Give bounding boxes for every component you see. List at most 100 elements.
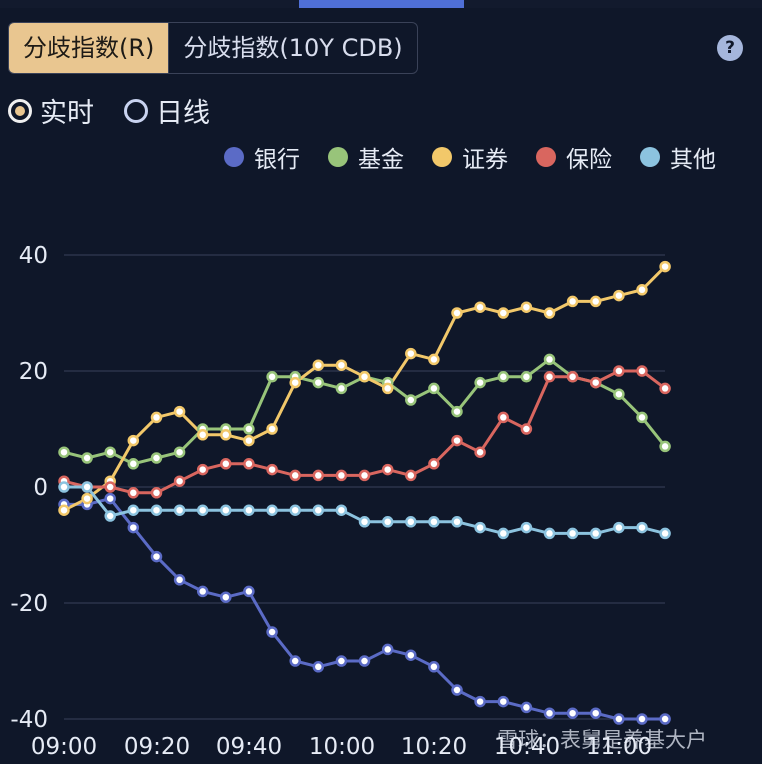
data-point-other[interactable] bbox=[566, 527, 579, 540]
data-point-securities[interactable] bbox=[405, 347, 417, 360]
data-point-securities[interactable] bbox=[150, 411, 163, 424]
data-point-other[interactable] bbox=[358, 516, 371, 528]
data-point-securities[interactable] bbox=[81, 492, 93, 505]
top-strip-active-indicator[interactable] bbox=[299, 0, 464, 8]
data-point-other[interactable] bbox=[127, 504, 140, 516]
data-point-insurance[interactable] bbox=[243, 458, 255, 470]
data-point-insurance[interactable] bbox=[289, 469, 301, 482]
data-point-bank[interactable] bbox=[312, 661, 325, 673]
data-point-bank[interactable] bbox=[543, 707, 556, 719]
data-point-other[interactable] bbox=[405, 516, 417, 528]
data-point-other[interactable] bbox=[104, 510, 116, 522]
data-point-other[interactable] bbox=[173, 504, 186, 516]
data-point-bank[interactable] bbox=[358, 655, 371, 667]
data-point-insurance[interactable] bbox=[659, 382, 671, 395]
data-point-other[interactable] bbox=[196, 504, 209, 516]
data-point-bank[interactable] bbox=[150, 550, 163, 563]
legend-item-insurance[interactable]: 保险 bbox=[536, 140, 612, 174]
data-point-fund[interactable] bbox=[520, 371, 533, 383]
data-point-insurance[interactable] bbox=[543, 371, 556, 383]
data-point-insurance[interactable] bbox=[566, 371, 579, 383]
data-point-other[interactable] bbox=[289, 504, 301, 516]
tab-divergence-index-r[interactable]: 分歧指数(R) bbox=[9, 23, 169, 73]
data-point-fund[interactable] bbox=[58, 446, 70, 458]
data-point-securities[interactable] bbox=[428, 353, 440, 366]
data-point-bank[interactable] bbox=[335, 655, 348, 667]
data-point-insurance[interactable] bbox=[312, 469, 325, 482]
data-point-other[interactable] bbox=[312, 504, 325, 516]
data-point-bank[interactable] bbox=[173, 574, 186, 586]
legend-item-bank[interactable]: 银行 bbox=[224, 140, 300, 174]
legend-item-fund[interactable]: 基金 bbox=[328, 140, 404, 174]
data-point-other[interactable] bbox=[428, 516, 440, 528]
data-point-securities[interactable] bbox=[497, 307, 510, 319]
data-point-fund[interactable] bbox=[243, 423, 255, 435]
data-point-securities[interactable] bbox=[589, 295, 602, 308]
data-point-securities[interactable] bbox=[173, 405, 186, 418]
data-point-insurance[interactable] bbox=[497, 411, 510, 424]
tab-divergence-index-10y-cdb[interactable]: 分歧指数(10Y CDB) bbox=[168, 23, 416, 73]
legend-item-other[interactable]: 其他 bbox=[640, 140, 716, 174]
data-point-fund[interactable] bbox=[659, 440, 671, 453]
data-point-insurance[interactable] bbox=[451, 434, 463, 447]
data-point-insurance[interactable] bbox=[636, 365, 648, 377]
data-point-insurance[interactable] bbox=[428, 458, 440, 470]
data-point-bank[interactable] bbox=[636, 713, 648, 725]
radio-daily[interactable]: 日线 bbox=[124, 91, 210, 130]
data-point-fund[interactable] bbox=[405, 394, 417, 406]
data-point-securities[interactable] bbox=[474, 301, 486, 313]
data-point-securities[interactable] bbox=[636, 284, 648, 296]
data-point-bank[interactable] bbox=[566, 707, 579, 719]
data-point-fund[interactable] bbox=[613, 388, 625, 400]
data-point-other[interactable] bbox=[81, 481, 93, 493]
data-point-insurance[interactable] bbox=[381, 463, 394, 476]
data-point-bank[interactable] bbox=[405, 649, 417, 661]
data-point-bank[interactable] bbox=[451, 684, 463, 696]
data-point-bank[interactable] bbox=[127, 521, 140, 534]
radio-realtime[interactable]: 实时 bbox=[8, 91, 94, 130]
data-point-bank[interactable] bbox=[589, 707, 602, 719]
data-point-insurance[interactable] bbox=[358, 469, 371, 482]
data-point-fund[interactable] bbox=[474, 376, 486, 389]
data-point-securities[interactable] bbox=[451, 307, 463, 319]
data-point-insurance[interactable] bbox=[266, 463, 278, 476]
data-point-fund[interactable] bbox=[150, 452, 163, 464]
data-point-other[interactable] bbox=[220, 504, 232, 516]
data-point-other[interactable] bbox=[636, 521, 648, 534]
question-circle-icon[interactable]: ? bbox=[717, 35, 743, 61]
data-point-securities[interactable] bbox=[613, 289, 625, 302]
data-point-other[interactable] bbox=[150, 504, 163, 516]
data-point-bank[interactable] bbox=[428, 661, 440, 673]
data-point-insurance[interactable] bbox=[104, 481, 116, 493]
data-point-other[interactable] bbox=[335, 504, 348, 516]
data-point-securities[interactable] bbox=[312, 359, 325, 371]
data-point-securities[interactable] bbox=[358, 371, 371, 383]
data-point-bank[interactable] bbox=[289, 655, 301, 667]
data-point-insurance[interactable] bbox=[150, 487, 163, 499]
data-point-other[interactable] bbox=[474, 521, 486, 534]
data-point-securities[interactable] bbox=[243, 434, 255, 447]
data-point-insurance[interactable] bbox=[474, 446, 486, 458]
data-point-bank[interactable] bbox=[497, 695, 510, 708]
data-point-fund[interactable] bbox=[636, 411, 648, 424]
data-point-fund[interactable] bbox=[543, 353, 556, 366]
data-point-securities[interactable] bbox=[543, 307, 556, 319]
data-point-insurance[interactable] bbox=[335, 469, 348, 482]
data-point-other[interactable] bbox=[520, 521, 533, 534]
data-point-other[interactable] bbox=[589, 527, 602, 540]
data-point-bank[interactable] bbox=[520, 701, 533, 714]
data-point-other[interactable] bbox=[266, 504, 278, 516]
data-point-bank[interactable] bbox=[266, 626, 278, 638]
data-point-other[interactable] bbox=[659, 527, 671, 540]
legend-item-securities[interactable]: 证券 bbox=[432, 140, 508, 174]
data-point-securities[interactable] bbox=[381, 382, 394, 395]
data-point-insurance[interactable] bbox=[405, 469, 417, 482]
data-point-insurance[interactable] bbox=[196, 463, 209, 476]
data-point-bank[interactable] bbox=[104, 492, 116, 505]
data-point-securities[interactable] bbox=[659, 260, 671, 273]
data-point-fund[interactable] bbox=[312, 376, 325, 389]
data-point-securities[interactable] bbox=[220, 429, 232, 441]
data-point-securities[interactable] bbox=[335, 359, 348, 371]
data-point-fund[interactable] bbox=[173, 446, 186, 458]
data-point-bank[interactable] bbox=[659, 713, 671, 725]
